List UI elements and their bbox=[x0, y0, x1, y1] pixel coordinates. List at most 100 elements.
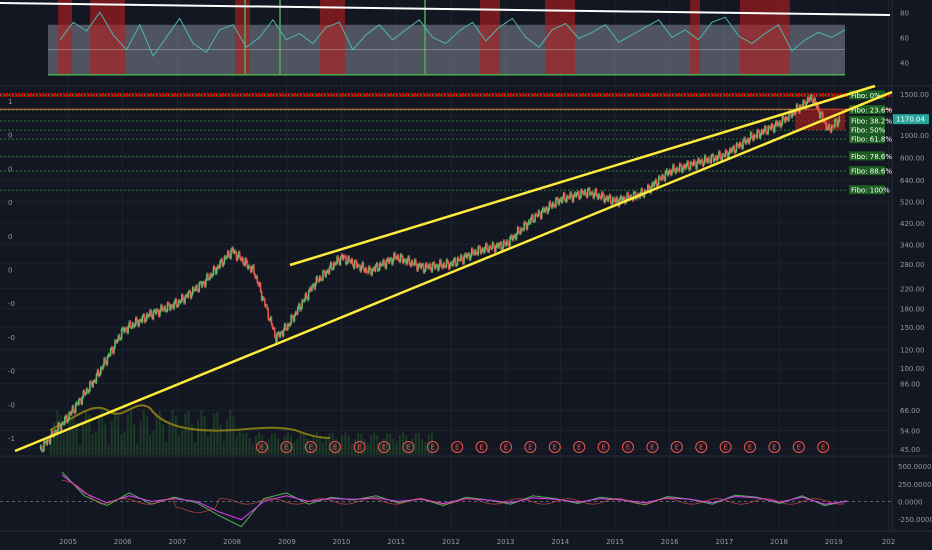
candle-body bbox=[837, 121, 839, 126]
candle-body bbox=[349, 260, 352, 263]
candle-body bbox=[240, 258, 242, 261]
candle-body bbox=[668, 169, 671, 173]
candle-body bbox=[224, 256, 227, 259]
candle-body bbox=[792, 110, 795, 115]
candle-body bbox=[714, 156, 717, 160]
candle-body bbox=[289, 323, 291, 326]
candle-body bbox=[138, 320, 140, 326]
volume-bar bbox=[392, 439, 395, 455]
candle-body bbox=[743, 137, 745, 141]
candle-body bbox=[427, 266, 429, 269]
x-tick-label: 2012 bbox=[442, 538, 460, 546]
candle-body bbox=[172, 305, 174, 309]
candle-body bbox=[559, 198, 562, 201]
macd-tick-label: 250.0000 bbox=[898, 481, 931, 489]
candle-body bbox=[612, 197, 614, 205]
candle-body bbox=[152, 311, 155, 319]
candle-body bbox=[141, 316, 144, 323]
candle-body bbox=[622, 197, 625, 199]
candle-body bbox=[802, 100, 804, 107]
candle-body bbox=[469, 255, 472, 260]
left-tick-label: -0 bbox=[8, 368, 15, 376]
candle-body bbox=[768, 126, 771, 128]
candle-body bbox=[73, 410, 76, 413]
candle-body bbox=[673, 164, 675, 170]
candle-body bbox=[500, 242, 503, 250]
candle-body bbox=[59, 425, 62, 430]
earnings-marker bbox=[402, 441, 415, 453]
volume-bar bbox=[347, 435, 350, 455]
candle-body bbox=[246, 261, 249, 269]
candle-body bbox=[345, 256, 347, 265]
fibo-label-bg bbox=[849, 90, 885, 100]
candle-body bbox=[705, 155, 707, 160]
candle-body bbox=[654, 179, 657, 183]
earnings-marker bbox=[548, 441, 561, 453]
candle-body bbox=[825, 122, 827, 130]
candle-body bbox=[167, 302, 170, 305]
volume-bar bbox=[117, 415, 120, 455]
candle-body bbox=[120, 329, 123, 339]
candle-body bbox=[590, 193, 592, 195]
volume-bar bbox=[85, 410, 88, 455]
candle-body bbox=[419, 263, 422, 268]
candle-body bbox=[54, 430, 56, 436]
price-tick-label: 220.00 bbox=[900, 285, 925, 293]
price-tag: 1170.04 bbox=[896, 116, 925, 124]
candle-body bbox=[90, 381, 92, 383]
price-tick-label: 280.00 bbox=[900, 261, 925, 269]
candle-body bbox=[354, 260, 357, 262]
candle-body bbox=[505, 240, 508, 246]
candle-body bbox=[434, 265, 437, 269]
candle-body bbox=[674, 169, 676, 173]
volume-bar bbox=[376, 435, 379, 455]
volume-bar bbox=[219, 425, 222, 455]
candle-body bbox=[533, 221, 535, 223]
candle-body bbox=[708, 158, 710, 161]
candle-body bbox=[536, 215, 539, 217]
candle-body bbox=[479, 246, 482, 254]
candle-body bbox=[585, 193, 588, 198]
oscillator-zone bbox=[320, 0, 345, 75]
candle-body bbox=[107, 354, 110, 357]
candle-body bbox=[267, 308, 270, 320]
candle-body bbox=[399, 254, 402, 262]
candle-body bbox=[797, 110, 800, 113]
candle-body bbox=[110, 347, 113, 349]
candle-body bbox=[121, 327, 124, 330]
volume-bar bbox=[197, 420, 200, 455]
candle-body bbox=[231, 247, 233, 250]
candle-body bbox=[775, 121, 777, 126]
candle-body bbox=[92, 381, 94, 387]
candle-body bbox=[300, 307, 302, 311]
candle-body bbox=[206, 274, 208, 280]
candle-body bbox=[119, 338, 122, 340]
osc-y-tick: 40 bbox=[900, 59, 909, 67]
candle-body bbox=[160, 305, 162, 311]
candle-body bbox=[205, 279, 207, 287]
candle-body bbox=[831, 125, 834, 127]
candle-body bbox=[339, 257, 342, 265]
candle-body bbox=[762, 130, 765, 134]
candle-body bbox=[561, 197, 564, 203]
candle-body bbox=[665, 169, 668, 173]
candle-body bbox=[699, 161, 702, 164]
candle-body bbox=[779, 121, 781, 127]
candle-body bbox=[753, 134, 755, 141]
candle-body bbox=[793, 110, 796, 115]
candle-body bbox=[711, 154, 714, 156]
macd-tick-label: 0.0000 bbox=[898, 498, 923, 506]
candle-body bbox=[755, 136, 757, 138]
candle-body bbox=[811, 95, 813, 102]
candle-body bbox=[488, 246, 490, 252]
candle-body bbox=[187, 291, 190, 298]
candle-body bbox=[794, 110, 797, 115]
candle-body bbox=[49, 436, 52, 444]
price-tick-label: 340.00 bbox=[900, 241, 925, 249]
candle-body bbox=[207, 274, 209, 280]
volume-bar bbox=[155, 413, 158, 455]
candle-body bbox=[338, 259, 341, 265]
candle-body bbox=[829, 128, 832, 132]
